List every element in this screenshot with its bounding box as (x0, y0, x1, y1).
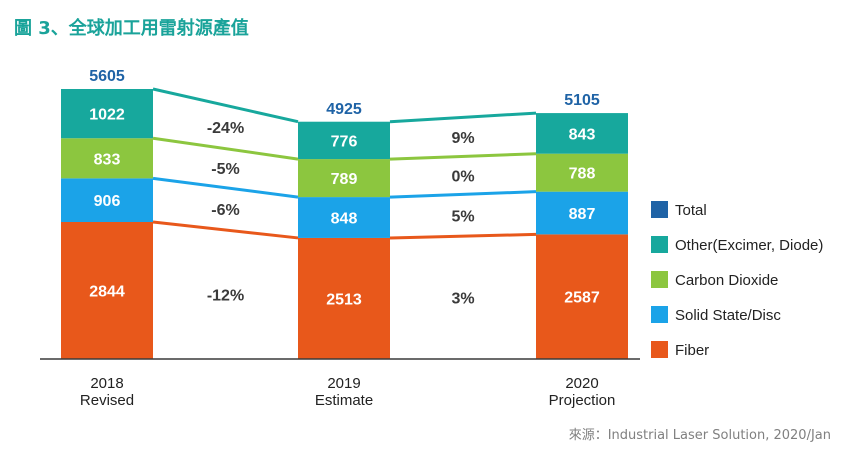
bar-other-excimer-diode--0 (61, 89, 153, 139)
bar-other-excimer-diode--1 (298, 121, 390, 160)
growth-label: 9% (451, 130, 474, 147)
total-value-label: 5105 (564, 92, 600, 109)
connector-line (152, 220, 299, 240)
growth-label: -24% (207, 120, 244, 137)
connector-line (152, 136, 299, 161)
bar-fiber-1 (298, 237, 390, 359)
connector-line (389, 111, 537, 124)
bar-solid-state-disc-0 (61, 178, 153, 223)
growth-label: -5% (211, 161, 239, 178)
source-note: 來源：Industrial Laser Solution, 2020/Jan (568, 428, 831, 443)
connector-line (389, 232, 537, 240)
growth-label: -6% (211, 202, 239, 219)
bar-carbon-dioxide-2 (536, 153, 628, 192)
x-tick-label: Estimate (315, 392, 373, 409)
figure-title: 圖 3、全球加工用雷射源產值 (14, 18, 249, 39)
connector-line (389, 190, 537, 199)
growth-labels: -24% 9% -5% 0% -6% 5% -12% 3% (207, 120, 475, 308)
bars: 2844 906 833 1022 2513 848 789 776 2587 887 788 843 (61, 89, 628, 359)
segment-value-label: 848 (331, 211, 358, 228)
segment-value-label: 887 (569, 206, 596, 223)
total-value-label: 4925 (326, 101, 362, 118)
bar-other-excimer-diode--2 (536, 113, 628, 154)
x-tick-label: 2019 (327, 375, 360, 392)
bar-carbon-dioxide-0 (61, 138, 153, 179)
segment-value-label: 2587 (564, 290, 600, 307)
growth-label: -12% (207, 287, 244, 304)
segment-value-label: 788 (569, 166, 596, 183)
segment-value-label: 2844 (89, 284, 125, 301)
bar-solid-state-disc-2 (536, 191, 628, 235)
bar-solid-state-disc-1 (298, 197, 390, 238)
legend-label: Carbon Dioxide (675, 272, 778, 289)
segment-value-label: 776 (331, 133, 358, 150)
legend-swatch (651, 306, 668, 323)
legend-label: Other(Excimer, Diode) (675, 237, 823, 254)
legend-swatch (651, 341, 668, 358)
legend: Total Other(Excimer, Diode) Carbon Dioxide… (651, 201, 823, 359)
segment-value-label: 843 (569, 126, 596, 143)
x-tick-label: 2018 (90, 375, 123, 392)
x-tick-label: Projection (549, 392, 616, 409)
bar-fiber-2 (536, 234, 628, 359)
legend-swatch (651, 236, 668, 253)
segment-value-label: 906 (94, 193, 121, 210)
legend-label: Fiber (675, 342, 709, 359)
legend-swatch (651, 271, 668, 288)
growth-label: 0% (451, 168, 474, 185)
segment-value-label: 789 (331, 171, 358, 188)
x-tick-label: 2020 (565, 375, 598, 392)
total-value-label: 5605 (89, 68, 125, 85)
growth-label: 3% (451, 291, 474, 308)
bar-fiber-0 (61, 222, 153, 359)
connector-line (389, 152, 537, 161)
connector-line (152, 87, 299, 124)
legend-label: Solid State/Disc (675, 307, 781, 324)
x-tick-label: Revised (80, 392, 134, 409)
connector-lines (152, 87, 537, 240)
segment-value-label: 1022 (89, 107, 125, 124)
segment-value-label: 2513 (326, 291, 362, 308)
growth-label: 5% (451, 208, 474, 225)
bar-carbon-dioxide-1 (298, 159, 390, 198)
total-labels: 5605 4925 5105 (89, 68, 600, 118)
connector-line (152, 176, 299, 199)
legend-label: Total (675, 202, 707, 219)
segment-value-label: 833 (94, 151, 121, 168)
legend-swatch (651, 201, 668, 218)
